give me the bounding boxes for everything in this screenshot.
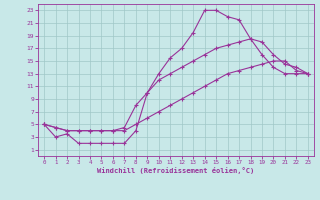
X-axis label: Windchill (Refroidissement éolien,°C): Windchill (Refroidissement éolien,°C) bbox=[97, 167, 255, 174]
